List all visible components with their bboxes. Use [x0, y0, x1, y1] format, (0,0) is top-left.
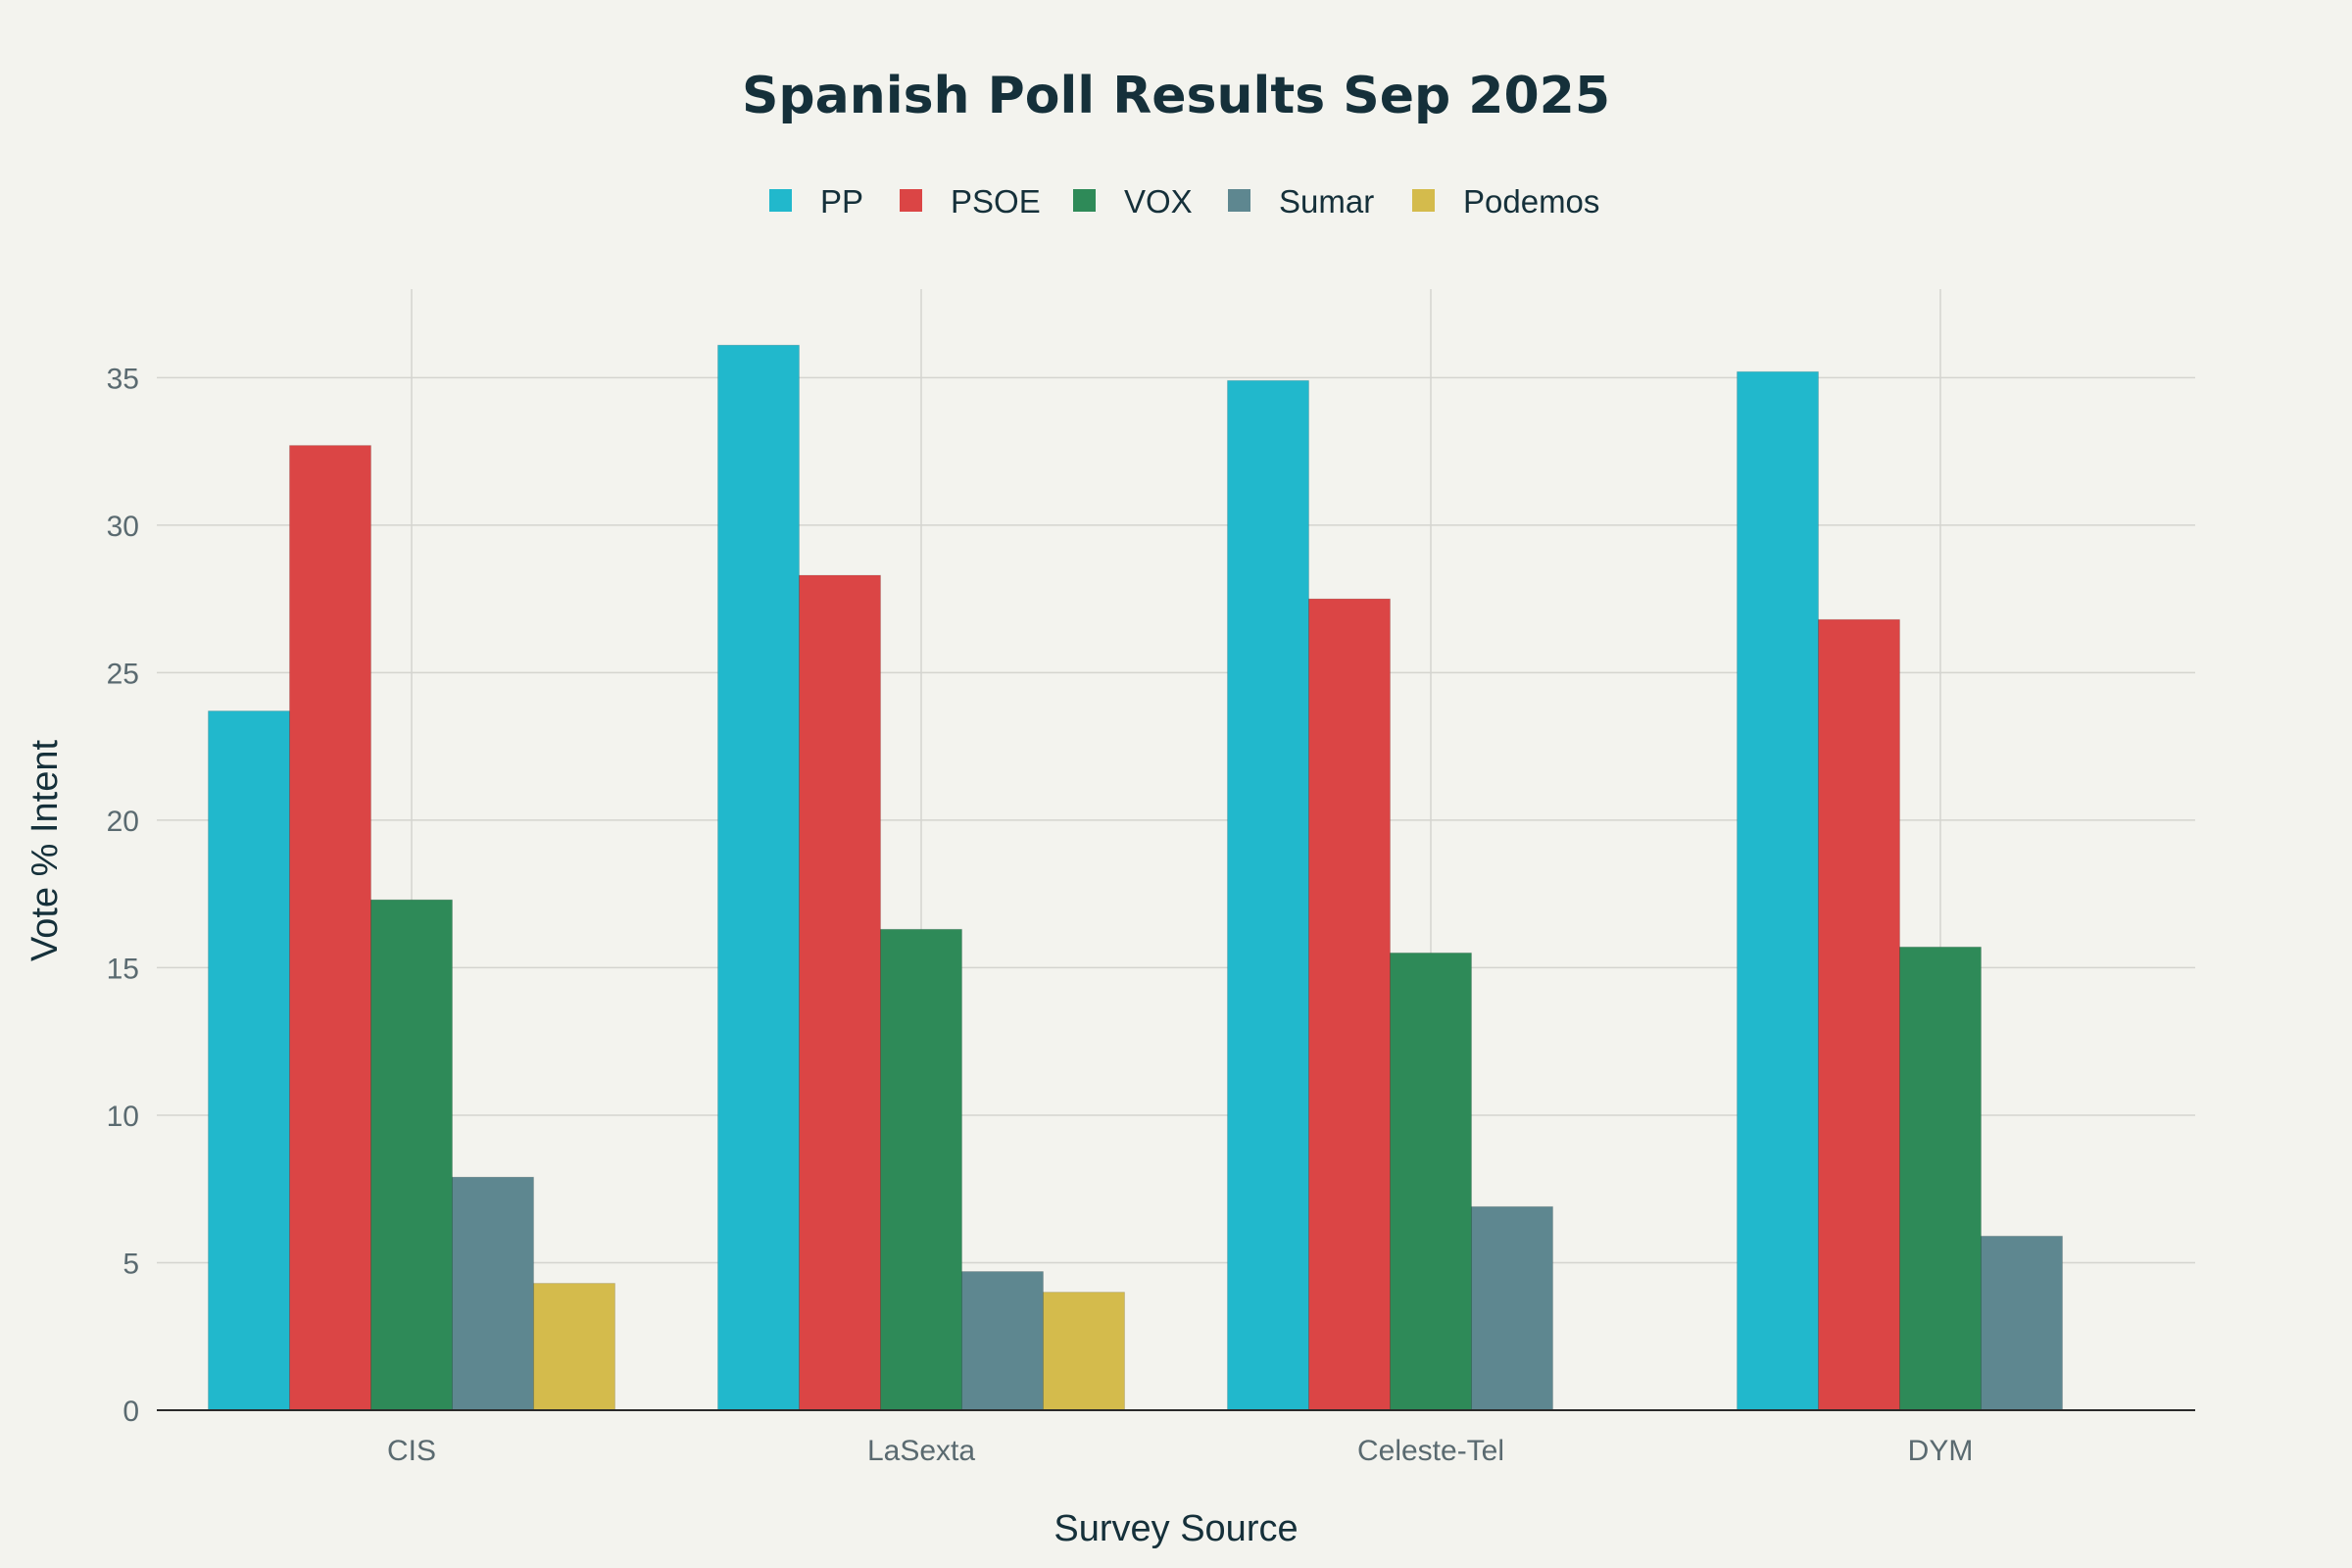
bar-sumar-dym	[1981, 1235, 2063, 1411]
y-tick-label: 25	[107, 658, 139, 690]
y-tick-labels: 0 5 10 15 20 25 30 35	[107, 363, 139, 1428]
y-tick-label: 5	[122, 1248, 139, 1280]
x-tick-label: DYM	[1908, 1435, 1974, 1467]
bar-psoe-dym	[1818, 618, 1900, 1411]
bar-pp-dym	[1737, 370, 1819, 1411]
bar-vox-dym	[1899, 946, 1982, 1411]
y-tick-label: 30	[107, 511, 139, 543]
legend-swatch-podemos	[1412, 189, 1435, 212]
legend-swatch-pp	[769, 189, 792, 212]
y-tick-label: 0	[122, 1396, 139, 1428]
bar-vox-lasexta	[880, 928, 962, 1411]
legend-label-podemos: Podemos	[1463, 183, 1599, 220]
bar-podemos-lasexta	[1043, 1292, 1125, 1411]
bar-podemos-cis	[533, 1283, 615, 1411]
bar-psoe-celeste-tel	[1308, 598, 1391, 1411]
bars	[208, 344, 2063, 1411]
legend-label-pp: PP	[820, 183, 863, 220]
bar-sumar-celeste-tel	[1471, 1205, 1553, 1411]
legend: PP PSOE VOX Sumar Podemos	[769, 183, 1599, 220]
y-axis-title: Vote % Intent	[24, 740, 66, 961]
bar-sumar-cis	[452, 1176, 534, 1411]
bar-vox-cis	[370, 899, 453, 1411]
x-tick-label: CIS	[387, 1435, 436, 1467]
bar-pp-cis	[208, 710, 290, 1411]
bar-pp-lasexta	[717, 344, 800, 1411]
y-tick-label: 15	[107, 953, 139, 985]
legend-swatch-vox	[1073, 189, 1096, 212]
x-tick-label: LaSexta	[867, 1435, 975, 1467]
chart-title: Spanish Poll Results Sep 2025	[742, 67, 1610, 125]
y-tick-label: 20	[107, 806, 139, 838]
y-tick-label: 10	[107, 1101, 139, 1133]
x-gridlines	[411, 289, 1941, 1410]
legend-swatch-sumar	[1228, 189, 1250, 212]
x-tick-labels: CIS LaSexta Celeste-Tel DYM	[387, 1435, 1973, 1467]
legend-label-psoe: PSOE	[951, 183, 1041, 220]
legend-swatch-psoe	[900, 189, 922, 212]
bar-psoe-lasexta	[799, 574, 881, 1411]
legend-label-sumar: Sumar	[1279, 183, 1374, 220]
y-gridlines	[157, 376, 2195, 1264]
x-axis-title: Survey Source	[1054, 1508, 1298, 1549]
bar-vox-celeste-tel	[1390, 952, 1472, 1411]
bar-pp-celeste-tel	[1227, 379, 1309, 1411]
y-tick-label: 35	[107, 363, 139, 395]
bar-psoe-cis	[289, 445, 371, 1411]
legend-label-vox: VOX	[1124, 183, 1193, 220]
bar-sumar-lasexta	[961, 1271, 1044, 1411]
x-tick-label: Celeste-Tel	[1357, 1435, 1504, 1467]
